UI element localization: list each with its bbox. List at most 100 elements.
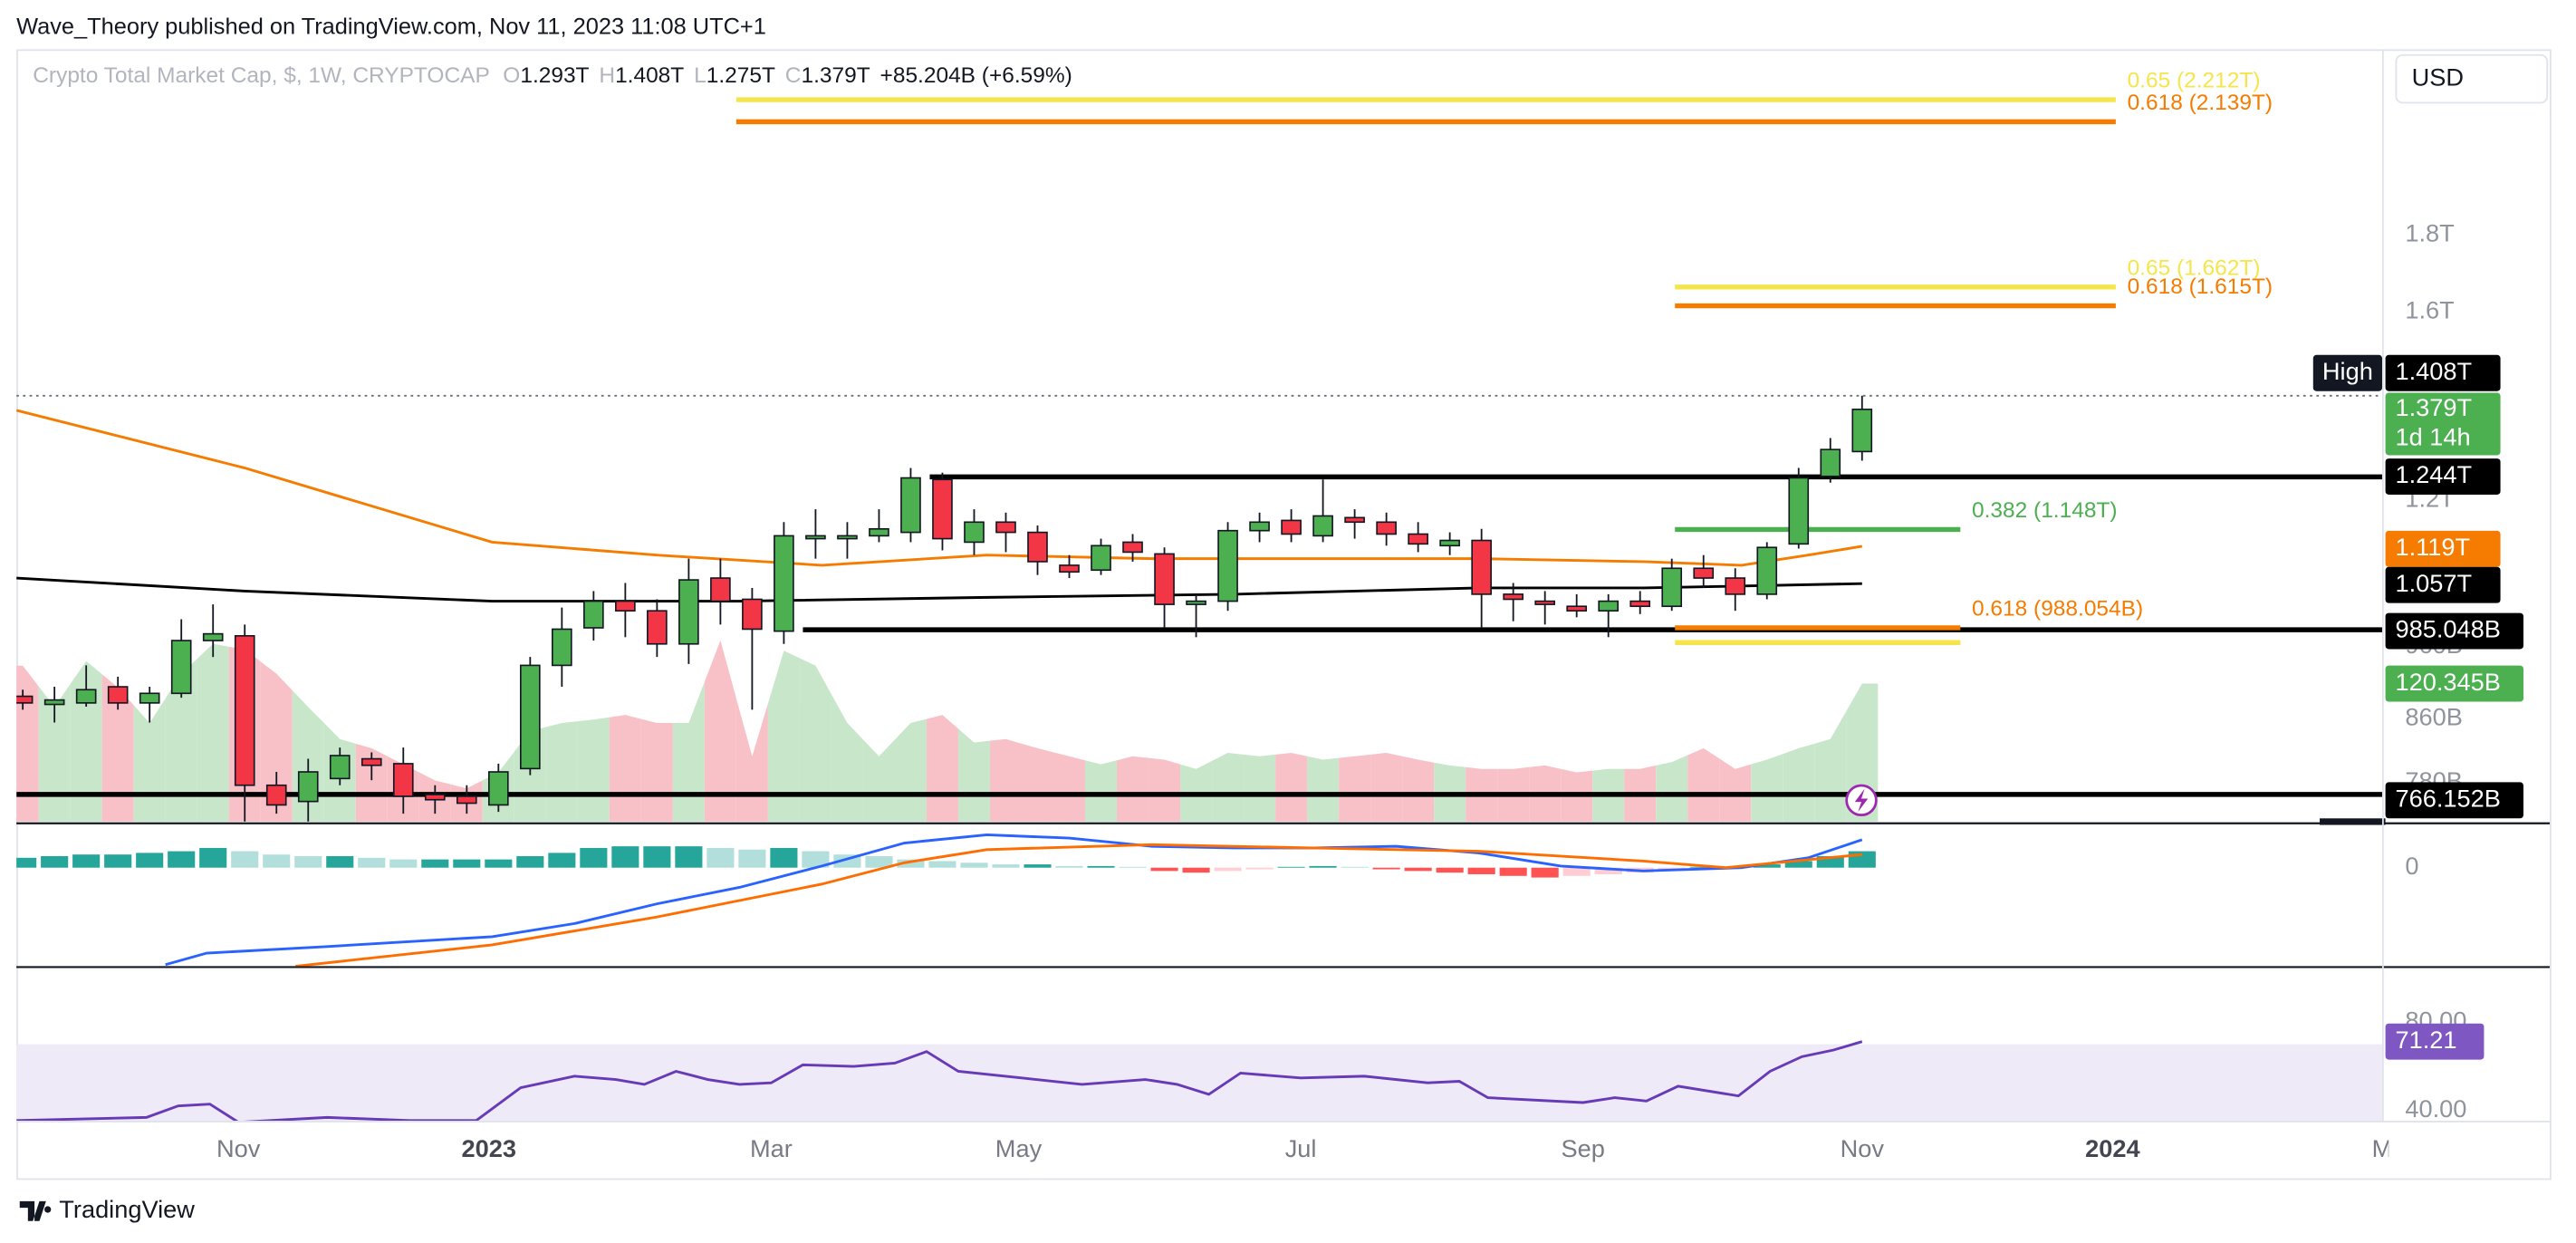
candle-body [1059,564,1080,573]
macd-bar [1277,866,1305,868]
indicator-line [16,409,1863,567]
macd-bar [263,854,291,868]
rsi-band [16,1044,2382,1122]
indicator-line [16,576,1862,603]
macd-bar [738,849,766,868]
legend-key: O [503,64,520,89]
price-axis: 1.8T1.6T1.2T960B860B780BHigh1.408T1.379T… [2312,218,2523,1123]
macd-bar [453,859,481,868]
candle-body [360,757,382,766]
candle-body [1344,516,1365,524]
currency-button[interactable] [2395,53,2549,104]
candle-body [107,686,129,704]
candle-body [869,527,889,537]
y-tick-label: 1.6T [2405,296,2454,324]
currency[interactable]: USD [2412,63,2464,91]
candle-body [487,771,509,806]
macd-bar [1150,867,1178,872]
volume-area [1687,747,1720,822]
candle-body [995,521,1016,534]
volume-area [767,650,800,822]
candle-body [1027,531,1048,563]
candle-body [1408,533,1428,545]
price-badge-text: 1.379T [2395,393,2472,421]
volume-area [1149,757,1181,822]
candle-body [75,689,97,704]
price-badge-text: 1.408T [2395,357,2472,385]
x-tick-label: Sep [1562,1134,1605,1162]
candle-body [1598,600,1620,612]
volume-area [1719,758,1752,822]
legend-value: 1.293T [520,64,589,89]
macd-bar [358,857,386,868]
macd-bar [675,846,703,868]
candle-body [265,784,287,806]
candle-body [456,795,477,805]
macd-bar [326,856,354,868]
macd-bar [1024,864,1052,868]
volume-area [894,718,927,822]
macd-bar [1404,867,1432,872]
candle-body [1154,553,1175,605]
macd-bar [770,847,798,868]
legend-key: H [599,64,615,89]
badge-tag-text: High [2322,357,2373,385]
volume-area [260,661,293,822]
candle-body [1756,546,1778,595]
x-tick-label: Nov [1841,1134,1885,1162]
badge-tag [2312,354,2382,391]
y-tick-label: 1.8T [2405,218,2454,246]
macd-bar [421,859,449,868]
macd-bar [1594,867,1622,874]
chart-frame [16,49,2552,1180]
brand-logo [19,1200,52,1221]
candle-body [552,628,572,667]
macd-bar [802,851,830,868]
macd-bar [1182,867,1210,873]
macd-bar [1245,867,1274,870]
y-tick-label: 40.00 [2405,1094,2466,1123]
macd-bar [16,857,37,868]
level-label: 0.618 (1.615T) [2128,275,2273,299]
legend-key: L [694,64,706,89]
price-badge [2385,530,2501,567]
price-badge [2385,612,2523,650]
macd-bar [580,847,608,868]
alert-icon[interactable] [1845,784,1878,817]
price-badge-text: 766.152B [2395,785,2500,813]
candle-body [1661,567,1683,608]
macd-bar [294,856,322,868]
candle-body [1820,448,1841,477]
macd-bar [41,856,69,868]
macd-bar [643,846,671,868]
macd-bar [389,859,418,868]
candle-body [1693,567,1715,579]
volume-area [1307,756,1340,822]
macd-bar [1658,867,1686,870]
volume-area [1751,754,1783,822]
candle-body [1249,521,1270,532]
price-badge [2385,392,2501,456]
macd-bar [1087,865,1115,868]
macd-bar [611,846,639,868]
macd-bar [960,862,988,868]
macd-bar [928,861,956,868]
volume-area [926,715,958,822]
macd-bar [1848,851,1876,868]
macd-bar [136,853,164,868]
volume-area [133,698,166,822]
candle-body [900,477,921,534]
macd-bar [1055,865,1083,868]
volume-area [101,674,134,822]
macd-bar [1436,867,1464,873]
macd-bar [231,851,259,868]
candle-body [139,692,160,704]
volume-area [862,739,895,822]
candle-body [1566,605,1588,612]
candle-body [170,640,192,695]
legend-value: 1.379T [801,64,870,89]
candle-body [932,478,953,540]
price-pane [16,97,2382,822]
macd-bar [1467,867,1495,874]
candle-body [1439,539,1460,547]
